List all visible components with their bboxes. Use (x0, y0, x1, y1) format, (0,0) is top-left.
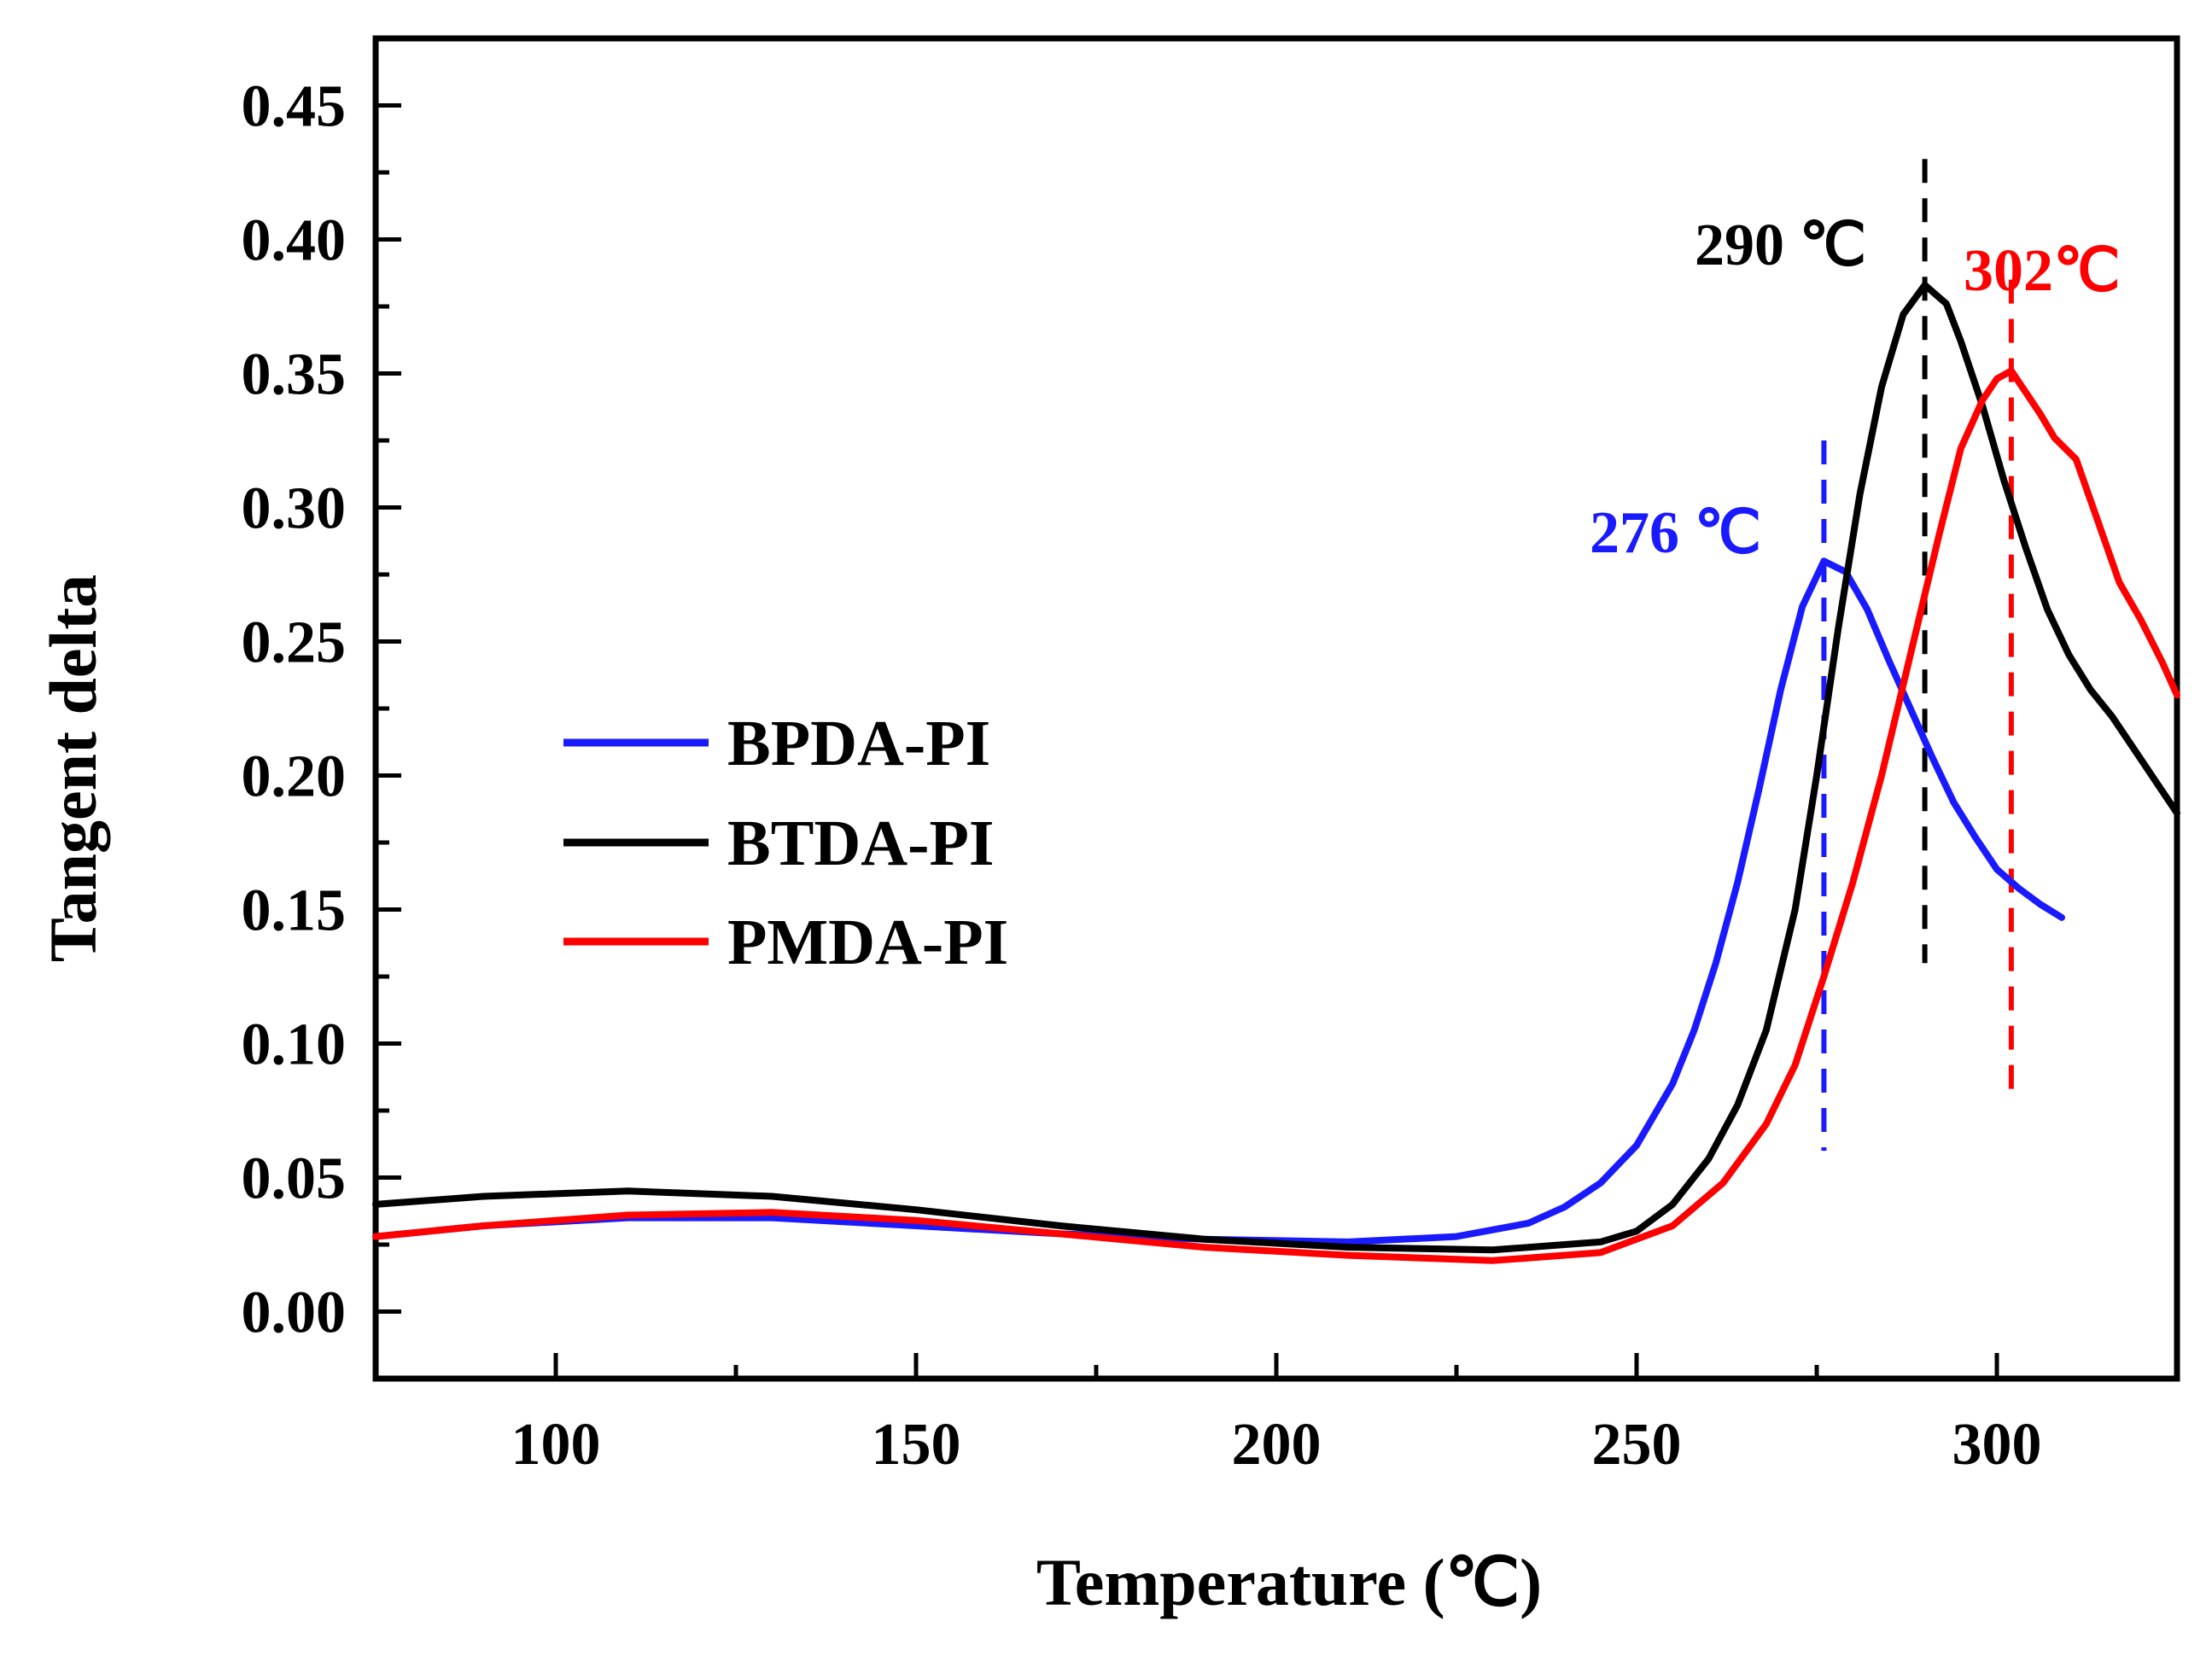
series-line-btda (372, 281, 2180, 1254)
legend-label-btda: BTDA-PI (727, 808, 994, 879)
legend-label-bpda: BPDA-PI (727, 708, 990, 779)
y-tick-label: 0.40 (242, 208, 347, 274)
annotation-276: 276 ℃ (1590, 500, 1761, 566)
y-tick-label: 0.15 (242, 878, 347, 944)
series-layer (372, 281, 2180, 1264)
y-tick-label: 0.00 (242, 1280, 347, 1346)
series-line-pmda (372, 367, 2180, 1264)
y-axis-title: Tangent delta (36, 574, 110, 962)
y-tick-label: 0.30 (242, 476, 347, 542)
ticks-layer: 100 150 200 250 300 0.00 0.05 0.10 0.15 0.20 0.25 0… (242, 74, 2180, 1478)
x-tick-label: 200 (1232, 1412, 1322, 1478)
y-tick-label: 0.20 (242, 744, 347, 810)
x-tick-label: 150 (872, 1412, 961, 1478)
y-tick-label: 0.45 (242, 74, 347, 140)
y-tick-label: 0.35 (242, 342, 347, 408)
legend-label-pmda: PMDA-PI (727, 907, 1008, 978)
x-tick-label: 250 (1592, 1412, 1682, 1478)
annotation-290: 290 ℃ (1695, 213, 1866, 278)
annotation-302: 302℃ (1964, 238, 2121, 304)
x-tick-label: 300 (1952, 1412, 2042, 1478)
legend: BPDA-PI BTDA-PI PMDA-PI (563, 708, 1008, 978)
x-tick-label: 100 (511, 1412, 601, 1478)
y-tick-label: 0.05 (242, 1146, 347, 1212)
x-axis-title: Temperature (℃) (1036, 1545, 1542, 1619)
y-tick-label: 0.10 (242, 1012, 347, 1078)
annotation-lines (1821, 159, 2014, 1152)
y-tick-label: 0.25 (242, 610, 347, 676)
series-line-bpda (372, 557, 2065, 1245)
